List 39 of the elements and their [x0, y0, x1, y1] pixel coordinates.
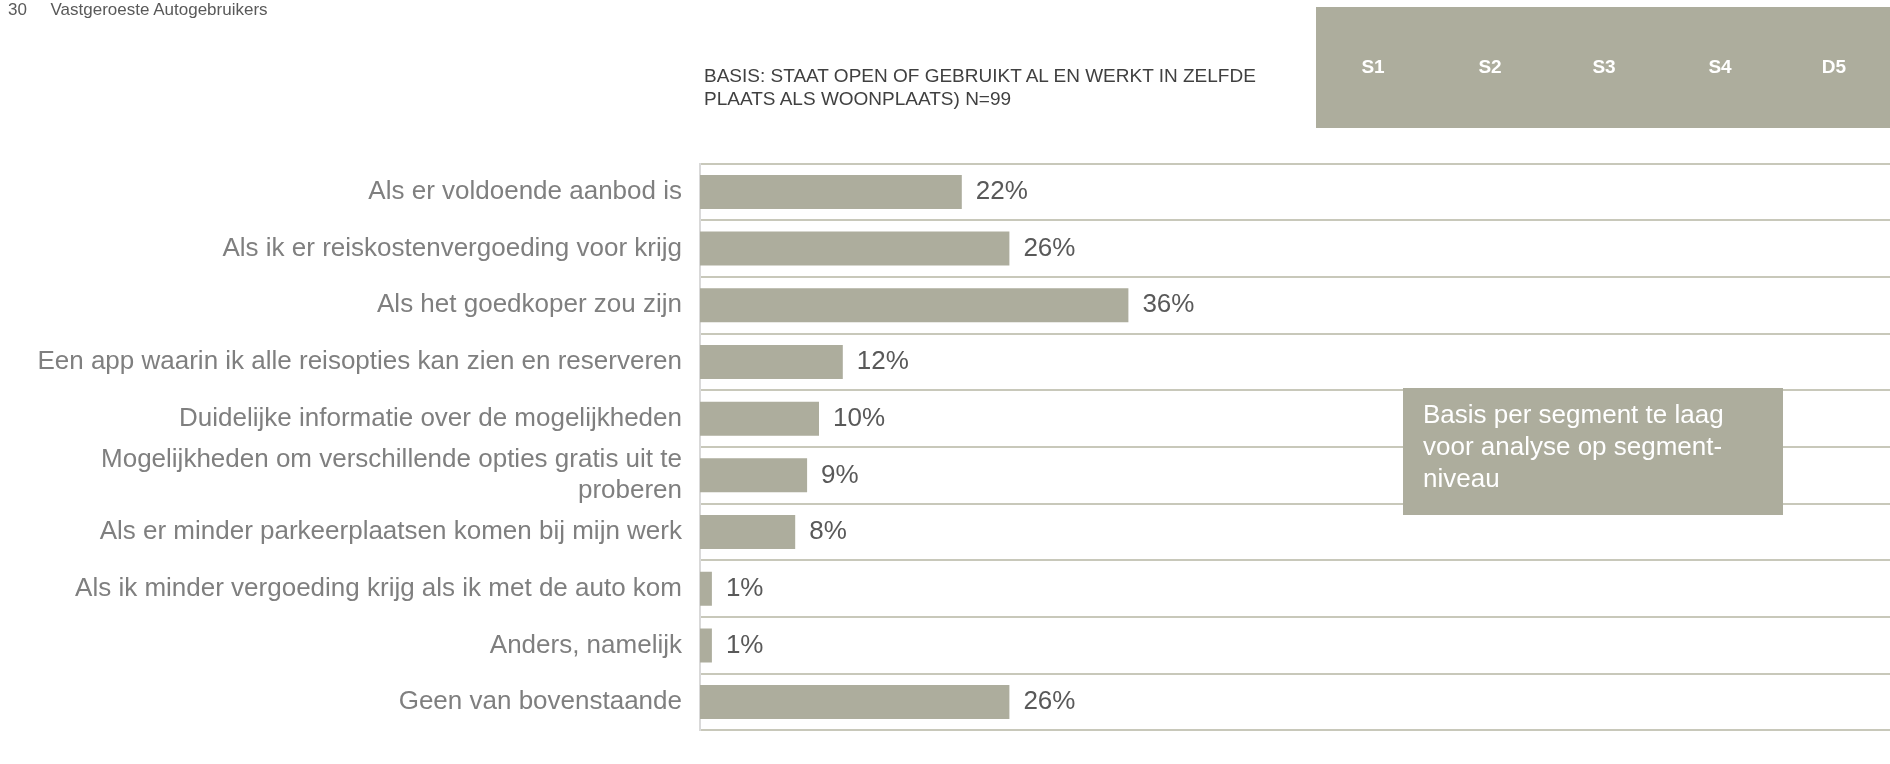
y-tick-label: Als ik minder vergoeding krijg als ik met de auto kom: [75, 571, 682, 602]
y-tick-label: Als het goedkoper zou zijn: [377, 288, 682, 319]
text: S3: [1591, 56, 1617, 78]
bar: [700, 401, 819, 436]
text: D5: [1820, 56, 1848, 78]
bar: [700, 628, 712, 663]
bar: [700, 288, 1129, 323]
y-tick-label: Mogelijkheden om verschillende opties gratis uit te proberen: [101, 442, 682, 505]
bar: [700, 231, 1010, 266]
y-tick-label: Als er voldoende aanbod is: [368, 175, 682, 206]
data-label: 9%: [821, 458, 859, 489]
data-label: 1%: [725, 571, 764, 602]
bar: [700, 174, 962, 209]
y-tick-label: Als ik er reiskostenvergoeding voor krijg: [222, 231, 682, 262]
y-tick-label: Duidelijke informatie over de mogelijkheden: [179, 401, 682, 432]
text: 30: [8, 0, 27, 19]
text: S2: [1477, 56, 1503, 78]
y-tick-label: Geen van bovenstaande: [398, 685, 682, 716]
y-tick-label: Een app waarin ik alle reisopties kan zien en reserveren: [37, 345, 682, 376]
bar: [700, 458, 808, 493]
annotation: Basis per segment te laag voor analyse op segment-niveau: [1423, 398, 1725, 494]
text: S4: [1707, 56, 1733, 78]
bar: [700, 344, 843, 379]
data-label: 1%: [725, 628, 764, 659]
bar: [700, 685, 1010, 720]
bar: [700, 515, 796, 550]
data-label: 22%: [975, 175, 1028, 206]
chart-subtitle: BASIS: STAAT OPEN OF GEBRUIKT AL EN WERKT IN ZELFDE PLAATS ALS WOONPLAATS) N=99: [704, 64, 1257, 110]
data-label: 12%: [856, 345, 909, 376]
data-label: 10%: [833, 401, 886, 432]
data-label: 26%: [1023, 685, 1076, 716]
text: Vastgeroeste Autogebruikers: [50, 0, 268, 19]
data-label: 8%: [809, 515, 847, 546]
bar: [700, 571, 712, 606]
y-tick-label: Anders, namelijk: [489, 628, 683, 659]
data-label: 36%: [1142, 288, 1195, 319]
text: S1: [1360, 56, 1386, 78]
y-tick-label: Als er minder parkeerplaatsen komen bij mijn werk: [99, 515, 683, 546]
data-label: 26%: [1023, 231, 1076, 262]
